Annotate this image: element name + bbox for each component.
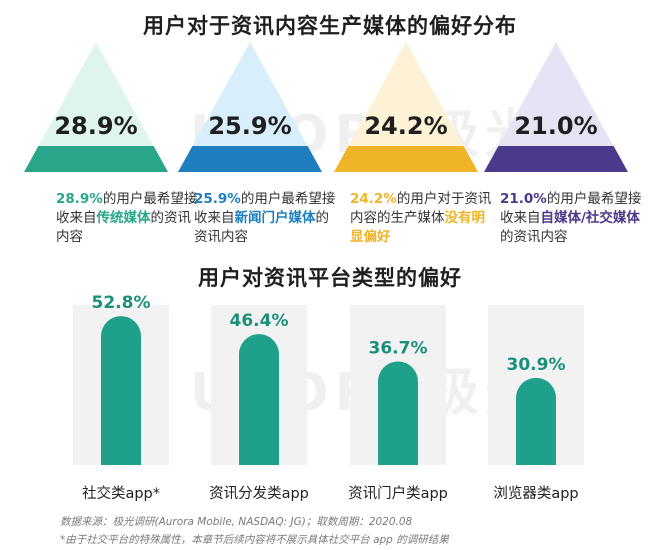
desc-pct: 24.2% (350, 191, 397, 207)
bar (516, 377, 556, 465)
bar (239, 334, 279, 465)
bar (101, 316, 141, 465)
triangle-group: 28.9% 25.9% 24.2% 21.0% (24, 42, 628, 172)
title-platform-preference: 用户对资讯平台类型的偏好 (198, 266, 462, 290)
desc-text: 的用户最希望接收来自 (56, 191, 198, 226)
desc-pct: 28.9% (56, 191, 103, 207)
triangle-pct-label: 24.2% (364, 112, 447, 140)
triangle-no-preference: 24.2% (334, 42, 478, 172)
triangle-light (484, 42, 628, 172)
triangle-pct-label: 28.9% (54, 112, 137, 140)
desc-news-portal: 25.9%的用户最希望接收来自新闻门户媒体的资讯内容 (194, 190, 336, 247)
triangle-news-portal: 25.9% (178, 42, 322, 172)
triangle-band (178, 146, 322, 172)
triangle-self-media: 21.0% (484, 42, 628, 172)
triangle-light (24, 42, 168, 172)
triangle-traditional-media: 28.9% (24, 42, 168, 172)
social-footnote: *由于社交平台的特殊属性，本章节后续内容将不展示具体社交平台 app 的调研结果 (60, 534, 449, 546)
triangle-band (484, 146, 628, 172)
category-label-portal: 资讯门户类app (348, 486, 448, 502)
bar-value-label: 30.9% (507, 355, 566, 375)
category-label-social: 社交类app* (81, 486, 161, 502)
desc-highlight: 没有明显偏好 (350, 210, 485, 245)
category-label-distribution: 资讯分发类app (209, 486, 309, 502)
source-note: 数据来源：极光调研(Aurora Mobile, NASDAQ: JG)；取数周… (60, 516, 413, 528)
triangle-light (334, 42, 478, 172)
bar-chart: 52.8% 46.4% 36.7% 30.9% (73, 293, 584, 465)
bar-value-label: 52.8% (92, 293, 151, 313)
bar-value-label: 46.4% (230, 311, 289, 331)
triangle-light (178, 42, 322, 172)
triangle-band (24, 146, 168, 172)
desc-text-end: 的资讯内容 (500, 229, 568, 245)
title-media-preference: 用户对于资讯内容生产媒体的偏好分布 (143, 14, 517, 38)
desc-self-media: 21.0%的用户最希望接收来自自媒体/社交媒体的资讯内容 (500, 190, 642, 247)
desc-highlight: 新闻门户媒体 (234, 210, 316, 226)
desc-pct: 21.0% (500, 191, 547, 207)
desc-no-preference: 24.2%的用户对于资讯内容的生产媒体没有明显偏好 (350, 190, 492, 247)
desc-text-end: 的资讯内容 (194, 210, 329, 245)
desc-text: 的用户对于资讯内容的生产媒体 (350, 191, 492, 226)
triangle-pct-label: 21.0% (514, 112, 597, 140)
triangle-pct-label: 25.9% (208, 112, 291, 140)
desc-highlight: 自媒体/社交媒体 (540, 210, 640, 226)
bar-value-label: 36.7% (369, 339, 428, 359)
desc-text: 的用户最希望接收来自 (500, 191, 642, 226)
desc-highlight: 传统媒体 (96, 210, 151, 226)
category-label-browser: 浏览器类app (493, 486, 579, 502)
desc-text: 的用户最希望接收来自 (194, 191, 336, 226)
desc-traditional-media: 28.9%的用户最希望接收来自传统媒体的资讯内容 (56, 190, 198, 247)
bar (378, 361, 418, 465)
triangle-band (334, 146, 478, 172)
desc-pct: 25.9% (194, 191, 241, 207)
desc-text-end: 的资讯内容 (56, 210, 191, 245)
